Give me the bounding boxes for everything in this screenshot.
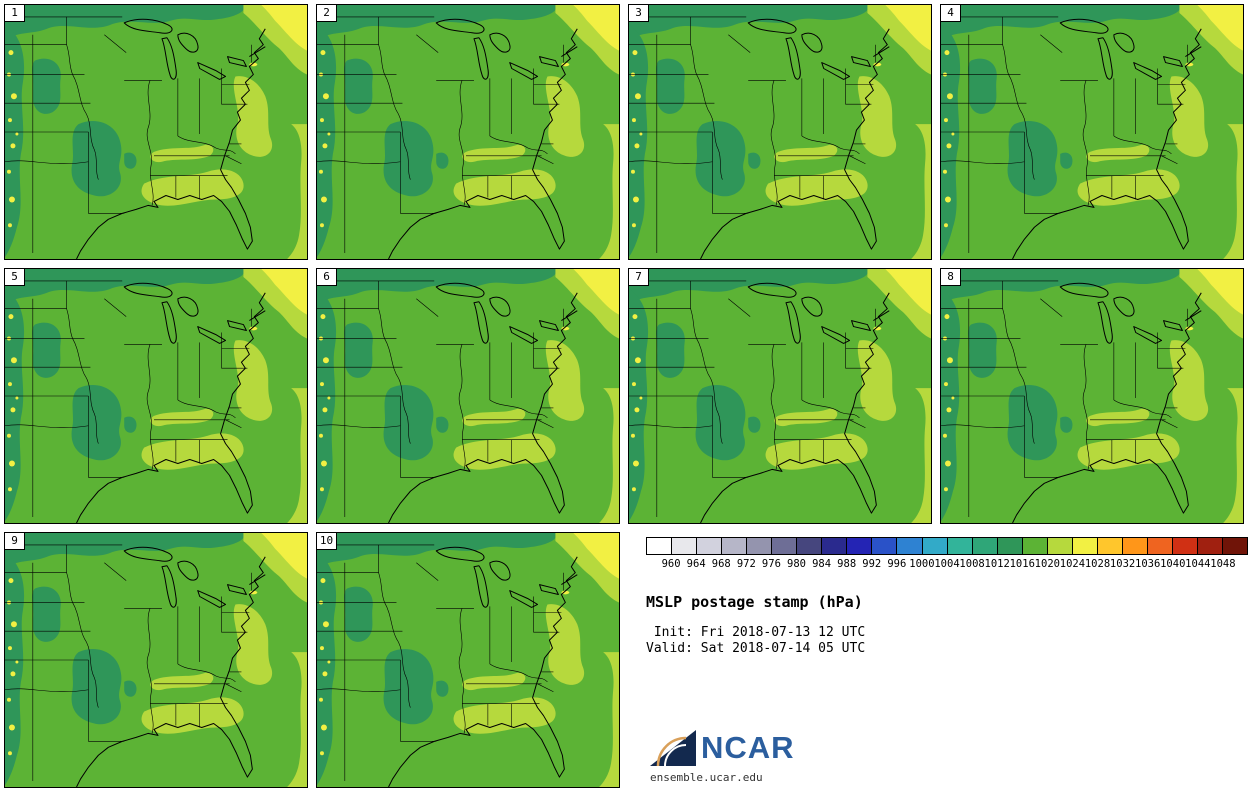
colorbar-box [972, 538, 998, 554]
colorbar-tick: 1048 [1210, 558, 1236, 570]
colorbar-tick: 984 [812, 558, 832, 570]
colorbar-box [872, 538, 898, 554]
colorbar-box [1047, 538, 1073, 554]
mslp-map [5, 269, 307, 523]
colorbar-tick: 1012 [984, 558, 1010, 570]
ensemble-panel-7: 7 [628, 268, 932, 524]
panel-number-badge: 7 [628, 268, 649, 286]
colorbar-box [1072, 538, 1098, 554]
colorbar-box [1147, 538, 1173, 554]
colorbar-tick: 964 [686, 558, 706, 570]
colorbar-tick: 1028 [1084, 558, 1111, 570]
mslp-map [317, 5, 619, 259]
colorbar-box [1172, 538, 1199, 554]
mslp-map [317, 269, 619, 523]
ncar-logo-icon [650, 730, 696, 767]
colorbar-box [747, 538, 773, 554]
valid-time-label: Valid: Sat 2018-07-14 05 UTC [646, 641, 866, 656]
chart-title: MSLP postage stamp (hPa) [646, 593, 863, 611]
ncar-logo-text: NCAR [701, 730, 795, 765]
colorbar-tick: 1032 [1109, 558, 1136, 570]
mslp-map [941, 269, 1243, 523]
colorbar-tick: 968 [711, 558, 731, 570]
panel-number-badge: 6 [316, 268, 337, 286]
mslp-map [629, 5, 931, 259]
colorbar-box [1022, 538, 1048, 554]
panel-number-badge: 9 [4, 532, 25, 550]
mslp-map [5, 5, 307, 259]
colorbar-tick: 1024 [1059, 558, 1086, 570]
mslp-map [5, 533, 307, 787]
ensemble-panel-9: 9 [4, 532, 308, 788]
colorbar-tick: 1008 [959, 558, 985, 570]
colorbar-tick: 992 [862, 558, 882, 570]
panel-number-badge: 8 [940, 268, 961, 286]
colorbar-tick: 980 [787, 558, 806, 570]
colorbar-box [1097, 538, 1123, 554]
mslp-map [317, 533, 619, 787]
colorbar-tick: 976 [761, 558, 781, 570]
colorbar-box [647, 538, 673, 554]
ensemble-panel-4: 4 [940, 4, 1244, 260]
colorbar-tick: 960 [661, 558, 681, 570]
ensemble-panel-8: 8 [940, 268, 1244, 524]
colorbar-tick: 996 [887, 558, 907, 570]
colorbar-box [697, 538, 723, 554]
panel-number-badge: 3 [628, 4, 649, 22]
colorbar-tick: 1016 [1009, 558, 1035, 570]
colorbar-tick: 1020 [1034, 558, 1060, 570]
ensemble-panel-6: 6 [316, 268, 620, 524]
ensemble-panel-10: 10 [316, 532, 620, 788]
ensemble-url-text: ensemble.ucar.edu [650, 771, 763, 784]
colorbar-box [672, 538, 698, 554]
colorbar [646, 537, 1248, 555]
panel-number-badge: 4 [940, 4, 961, 22]
ncar-logo: NCAR [646, 726, 795, 770]
mslp-map [941, 5, 1243, 259]
colorbar-tick: 1040 [1160, 558, 1186, 570]
panel-number-badge: 1 [4, 4, 25, 22]
ensemble-panel-2: 2 [316, 4, 620, 260]
mslp-map [629, 269, 931, 523]
colorbar-ticks: 960 964 968 972 976 980 984 988 992 996 1000 1004 10… [646, 558, 1248, 571]
colorbar-tick: 1004 [934, 558, 960, 570]
colorbar-box [722, 538, 748, 554]
colorbar-box [997, 538, 1023, 554]
ensemble-panel-5: 5 [4, 268, 308, 524]
colorbar-tick: 988 [837, 558, 857, 570]
colorbar-tick: 1036 [1135, 558, 1161, 570]
colorbar-box [797, 538, 823, 554]
colorbar-box [922, 538, 948, 554]
colorbar-box [1198, 538, 1224, 554]
colorbar-box [897, 538, 923, 554]
colorbar-box [822, 538, 848, 554]
panel-number-badge: 2 [316, 4, 337, 22]
panel-number-badge: 5 [4, 268, 25, 286]
colorbar-box [1122, 538, 1148, 554]
ensemble-panel-3: 3 [628, 4, 932, 260]
init-time-label: Init: Fri 2018-07-13 12 UTC [646, 625, 866, 640]
panel-number-badge: 10 [316, 532, 337, 550]
colorbar-box [772, 538, 798, 554]
colorbar-box [847, 538, 873, 554]
colorbar-tick: 972 [736, 558, 756, 570]
colorbar-tick: 1000 [909, 558, 935, 570]
colorbar-tick: 1044 [1185, 558, 1211, 570]
colorbar-box [1223, 538, 1248, 554]
colorbar-box [947, 538, 973, 554]
ensemble-panel-1: 1 [4, 4, 308, 260]
